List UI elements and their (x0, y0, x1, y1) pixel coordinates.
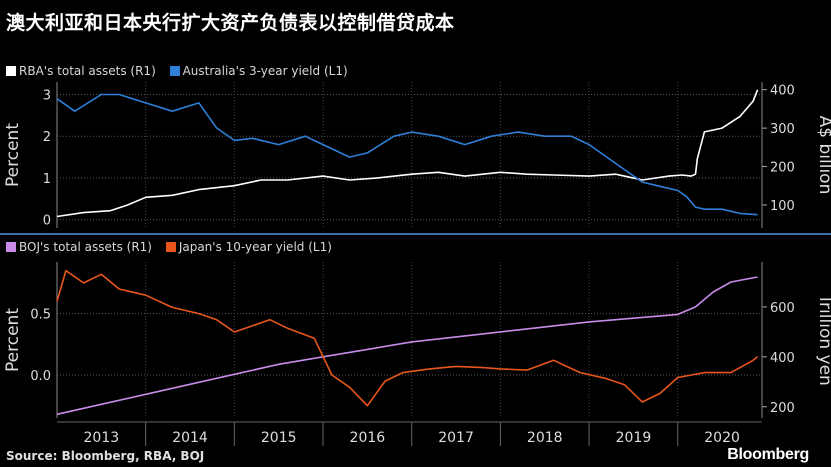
legend-item-aus-yield: Australia's 3-year yield (L1) (169, 64, 348, 78)
right-tick-label: 100 (770, 199, 795, 214)
right-tick-label: 400 (770, 84, 795, 99)
right-axis-label: A$ billion (815, 116, 831, 195)
series-line-rba-s-total-assets-r1- (56, 89, 759, 218)
bloomberg-logo: Bloomberg (727, 446, 809, 463)
x-tick-label: 2015 (261, 430, 297, 446)
right-tick-label: 400 (770, 351, 795, 366)
x-tick-label: 2017 (438, 430, 474, 446)
source-note: Source: Bloomberg, RBA, BOJ (6, 449, 205, 463)
left-tick-label: 2 (43, 130, 51, 145)
legend-label: Australia's 3-year yield (L1) (182, 64, 348, 78)
legend-item-japan-yield: Japan's 10-year yield (L1) (165, 240, 332, 254)
legend-item-rba-assets: RBA's total assets (R1) (6, 64, 156, 78)
x-tick-label: 2014 (172, 430, 208, 446)
right-tick-label: 200 (770, 401, 795, 416)
x-tick-label: 2018 (527, 430, 563, 446)
x-tick-label: 2020 (704, 430, 740, 446)
series-line-australia-s-3-year-yield-l1- (56, 93, 758, 216)
chart-title: 澳大利亚和日本央行扩大资产负债表以控制借贷成本 (6, 12, 455, 34)
x-tick-label: 2016 (350, 430, 386, 446)
legend-swatch-orange (165, 242, 176, 252)
right-axis-label: Trillion yen (815, 293, 831, 386)
x-tick-label: 2013 (84, 430, 120, 446)
legend-label: RBA's total assets (R1) (19, 64, 156, 78)
legend-swatch-blue (169, 66, 180, 76)
legend-item-boj-assets: BOJ's total assets (R1) (6, 240, 152, 254)
panel-bottom: 0.0 0.5 200 400 600 Percent Trillion yen (3, 262, 831, 418)
x-tick-label: 2019 (616, 430, 652, 446)
legend-swatch-white (6, 66, 16, 76)
left-tick-label: 1 (43, 172, 51, 187)
left-axis-label: Percent (3, 308, 23, 372)
left-tick-label: 0 (43, 214, 51, 229)
top-legend: RBA's total assets (R1) Australia's 3-ye… (6, 64, 358, 78)
right-tick-label: 200 (770, 161, 795, 176)
legend-swatch-purple (6, 242, 16, 252)
left-tick-label: 3 (43, 89, 51, 104)
left-tick-label: 0.0 (30, 369, 51, 384)
right-tick-label: 300 (770, 122, 795, 137)
panel-top: 0 1 2 3 100 200 300 400 Percent A$ billion (3, 82, 831, 229)
legend-label: Japan's 10-year yield (L1) (178, 240, 332, 254)
right-tick-label: 600 (770, 301, 795, 316)
left-tick-label: 0.5 (30, 308, 51, 323)
series-line-boj-s-total-assets-r1- (56, 276, 758, 416)
left-axis-label: Percent (3, 123, 23, 187)
bottom-legend: BOJ's total assets (R1) Japan's 10-year … (6, 240, 342, 254)
legend-label: BOJ's total assets (R1) (19, 240, 152, 254)
series-line-japan-s-10-year-yield-l1- (56, 269, 759, 407)
